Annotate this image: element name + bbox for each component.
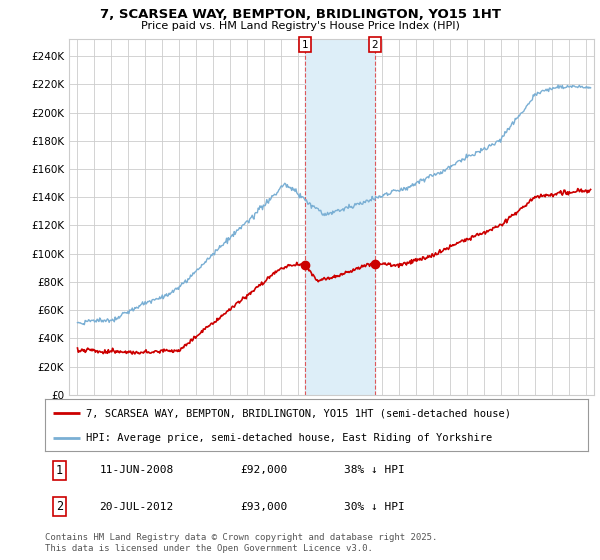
- Text: 2: 2: [56, 500, 63, 513]
- Text: 1: 1: [56, 464, 63, 477]
- Text: 7, SCARSEA WAY, BEMPTON, BRIDLINGTON, YO15 1HT (semi-detached house): 7, SCARSEA WAY, BEMPTON, BRIDLINGTON, YO…: [86, 408, 511, 418]
- Text: 2: 2: [371, 40, 378, 50]
- Text: 20-JUL-2012: 20-JUL-2012: [100, 502, 173, 511]
- Text: HPI: Average price, semi-detached house, East Riding of Yorkshire: HPI: Average price, semi-detached house,…: [86, 433, 492, 443]
- Text: 1: 1: [302, 40, 308, 50]
- Text: 11-JUN-2008: 11-JUN-2008: [100, 465, 173, 475]
- Text: £93,000: £93,000: [241, 502, 288, 511]
- Bar: [305, 39, 374, 395]
- Text: 38% ↓ HPI: 38% ↓ HPI: [344, 465, 404, 475]
- Text: 30% ↓ HPI: 30% ↓ HPI: [344, 502, 404, 511]
- Text: 7, SCARSEA WAY, BEMPTON, BRIDLINGTON, YO15 1HT: 7, SCARSEA WAY, BEMPTON, BRIDLINGTON, YO…: [100, 8, 500, 21]
- Text: Contains HM Land Registry data © Crown copyright and database right 2025.
This d: Contains HM Land Registry data © Crown c…: [45, 533, 437, 553]
- Text: £92,000: £92,000: [241, 465, 288, 475]
- Text: Price paid vs. HM Land Registry's House Price Index (HPI): Price paid vs. HM Land Registry's House …: [140, 21, 460, 31]
